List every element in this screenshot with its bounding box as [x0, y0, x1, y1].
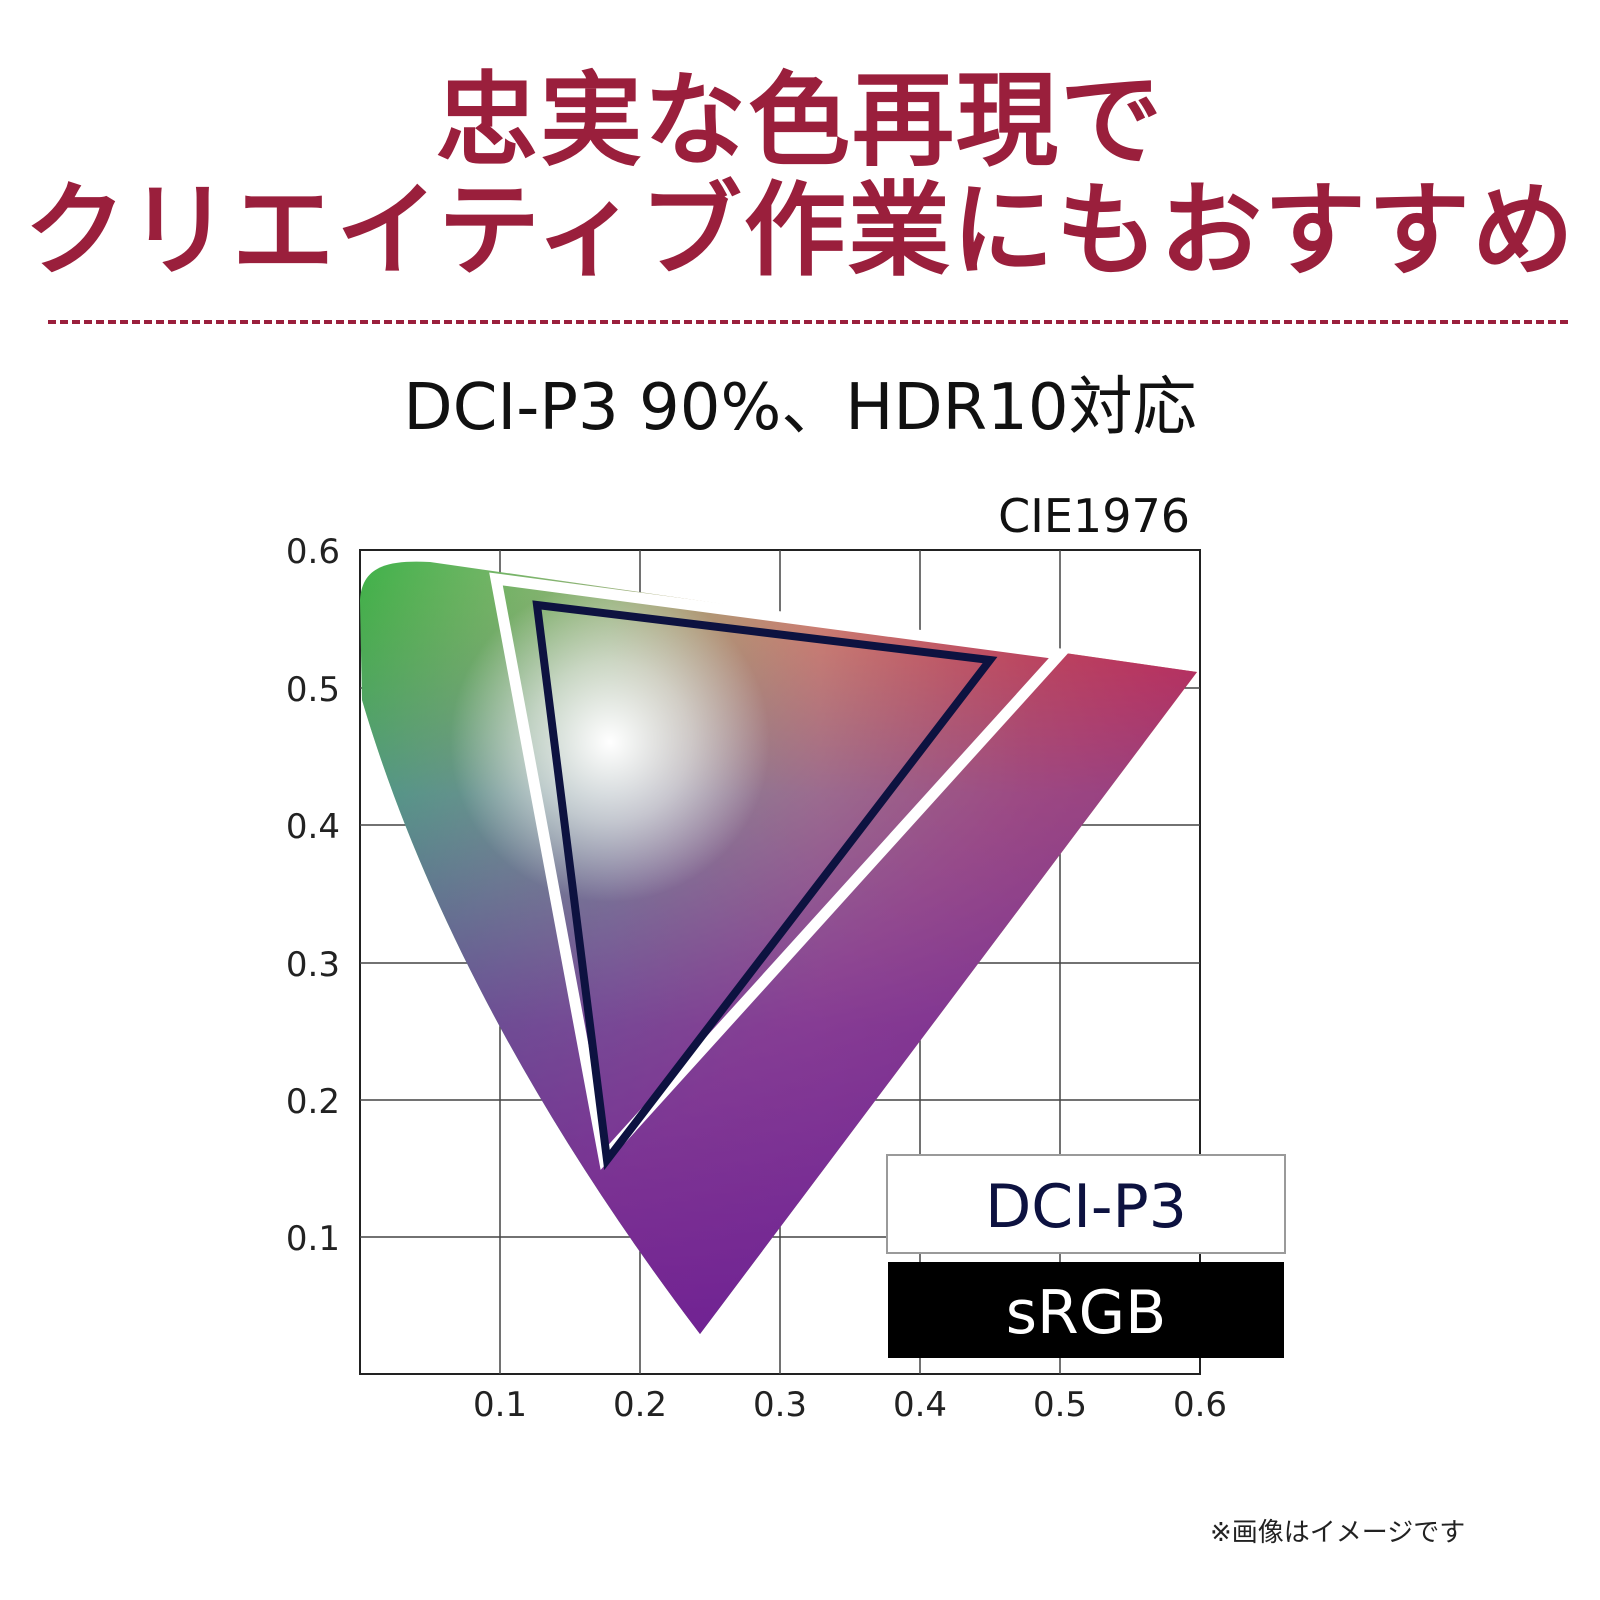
- y-tick-label: 0.3: [286, 945, 340, 985]
- x-tick-label: 0.5: [1033, 1385, 1087, 1425]
- headline-line-1: 忠実な色再現で: [436, 62, 1164, 181]
- headline-line-2: クリエイティブ作業にもおすすめ: [24, 172, 1576, 291]
- legend-srgb-box: [888, 1262, 1284, 1358]
- subtitle: DCI-P3 90%、HDR10対応: [403, 371, 1197, 445]
- legend-dci-p3-box: [886, 1154, 1286, 1254]
- y-axis-ticks: 0.6 0.5 0.4 0.3 0.2 0.1: [286, 532, 340, 1259]
- x-tick-label: 0.4: [893, 1385, 947, 1425]
- y-tick-label: 0.6: [286, 532, 340, 572]
- x-tick-label: 0.1: [473, 1385, 527, 1425]
- y-tick-label: 0.2: [286, 1082, 340, 1122]
- diagram-label: CIE1976: [998, 489, 1190, 543]
- srgb-gamut-triangle: [532, 600, 998, 1171]
- x-tick-label: 0.6: [1173, 1385, 1227, 1425]
- footnote: ※画像はイメージです: [1210, 1518, 1466, 1548]
- legend: DCI-P3 sRGB: [886, 1154, 1286, 1358]
- cie-gamut-diagram: CIE1976 0.6 0.5 0.4 0.3 0.2 0.1 0.1 0.2 …: [286, 489, 1286, 1425]
- legend-srgb-label: sRGB: [1006, 1278, 1167, 1348]
- dci-p3-gamut-triangle: [489, 572, 1072, 1170]
- legend-dci-p3-label: DCI-P3: [985, 1172, 1187, 1242]
- y-tick-label: 0.1: [286, 1219, 340, 1259]
- dashed-divider: [48, 320, 1568, 324]
- x-tick-label: 0.3: [753, 1385, 807, 1425]
- spectral-locus: [360, 561, 1197, 1334]
- x-axis-ticks: 0.1 0.2 0.3 0.4 0.5 0.6: [473, 1385, 1227, 1425]
- x-tick-label: 0.2: [613, 1385, 667, 1425]
- y-tick-label: 0.4: [286, 807, 340, 847]
- y-tick-label: 0.5: [286, 670, 340, 710]
